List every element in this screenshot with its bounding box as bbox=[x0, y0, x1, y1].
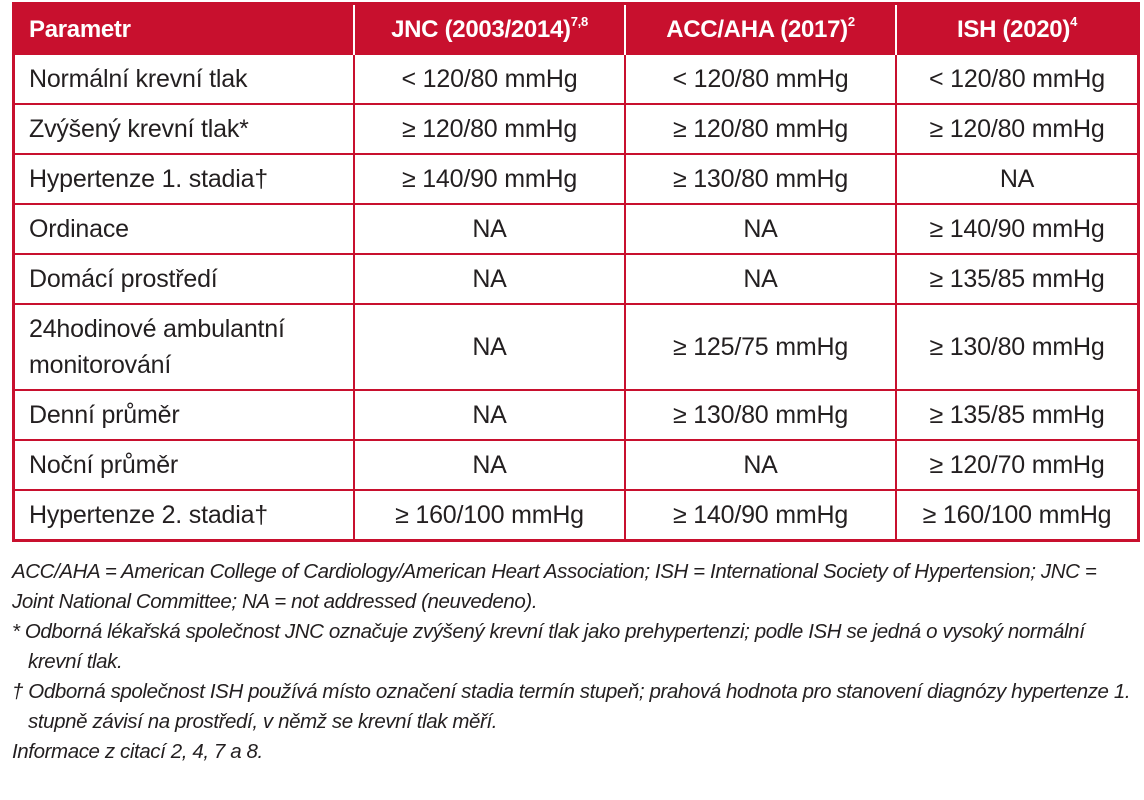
jnc-value: NA bbox=[353, 439, 625, 490]
acc-aha-value: NA bbox=[624, 253, 896, 304]
acc-aha-value: ≥ 140/90 mmHg bbox=[624, 489, 896, 539]
table-footnotes: ACC/AHA = American College of Cardiology… bbox=[12, 557, 1140, 767]
row-label: Normální krevní tlak bbox=[29, 64, 248, 93]
table-row: Hypertenze 2. stadia† ≥ 160/100 mmHg ≥ 1… bbox=[15, 489, 1137, 539]
acc-aha-value: NA bbox=[624, 439, 896, 490]
ish-value: ≥ 120/80 mmHg bbox=[895, 103, 1137, 154]
table-row: 24hodinové ambulantní monitorování NA ≥ … bbox=[15, 303, 1137, 390]
source-note: Informace z citací 2, 4, 7 a 8. bbox=[12, 740, 263, 763]
jnc-value: ≥ 160/100 mmHg bbox=[353, 489, 625, 539]
table-row: Denní průměr NA ≥ 130/80 mmHg ≥ 135/85 m… bbox=[15, 389, 1137, 440]
table-row: Ordinace NA NA ≥ 140/90 mmHg bbox=[15, 203, 1137, 254]
row-label: Zvýšený krevní tlak* bbox=[15, 103, 354, 154]
ish-value: ≥ 140/90 mmHg bbox=[895, 203, 1137, 254]
ish-value: ≥ 135/85 mmHg bbox=[895, 389, 1137, 440]
ish-value: ≥ 130/80 mmHg bbox=[895, 303, 1137, 390]
acc-aha-value: ≥ 130/80 mmHg bbox=[624, 153, 896, 204]
table-header-row: Parametr JNC (2003/2014)7,8 ACC/AHA (201… bbox=[15, 5, 1137, 55]
acc-aha-value: < 120/80 mmHg bbox=[624, 55, 896, 104]
ish-value: < 120/80 mmHg bbox=[895, 55, 1137, 104]
blood-pressure-threshold-table: Parametr JNC (2003/2014)7,8 ACC/AHA (201… bbox=[15, 5, 1137, 539]
table-row: Noční průměr NA NA ≥ 120/70 mmHg bbox=[15, 439, 1137, 490]
blood-pressure-table-frame: Parametr JNC (2003/2014)7,8 ACC/AHA (201… bbox=[12, 2, 1140, 542]
header-ish: ISH (2020)4 bbox=[895, 5, 1137, 55]
header-jnc: JNC (2003/2014)7,8 bbox=[353, 5, 625, 55]
acc-aha-value: NA bbox=[624, 203, 896, 254]
row-label: Noční průměr bbox=[15, 439, 354, 490]
table-row: Domácí prostředí NA NA ≥ 135/85 mmHg bbox=[15, 253, 1137, 304]
table-row: Hypertenze 1. stadia† ≥ 140/90 mmHg ≥ 13… bbox=[15, 153, 1137, 204]
row-label: Hypertenze 1. stadia† bbox=[15, 153, 354, 204]
dagger-footnote: † Odborná společnost ISH používá místo o… bbox=[12, 680, 1131, 733]
table-row: Normální krevní tlak < 120/80 mmHg < 120… bbox=[15, 55, 1137, 104]
acc-aha-value: ≥ 130/80 mmHg bbox=[624, 389, 896, 440]
jnc-value: < 120/80 mmHg bbox=[353, 55, 625, 104]
acc-aha-value: ≥ 125/75 mmHg bbox=[624, 303, 896, 390]
jnc-value: ≥ 140/90 mmHg bbox=[353, 153, 625, 204]
jnc-value: ≥ 120/80 mmHg bbox=[353, 103, 625, 154]
header-parametr: Parametr bbox=[15, 5, 354, 55]
acc-aha-value: ≥ 120/80 mmHg bbox=[624, 103, 896, 154]
row-label: Denní průměr bbox=[15, 389, 354, 440]
ish-value: ≥ 120/70 mmHg bbox=[895, 439, 1137, 490]
header-acc-aha: ACC/AHA (2017)2 bbox=[624, 5, 896, 55]
abbreviations-note: ACC/AHA = American College of Cardiology… bbox=[12, 560, 1097, 613]
jnc-value: NA bbox=[353, 303, 625, 390]
row-label: 24hodinové ambulantní monitorování bbox=[15, 303, 354, 390]
jnc-value: NA bbox=[353, 253, 625, 304]
asterisk-footnote: * Odborná lékařská společnost JNC označu… bbox=[12, 620, 1085, 673]
row-label: Hypertenze 2. stadia† bbox=[15, 489, 354, 539]
ish-value: NA bbox=[895, 153, 1137, 204]
ish-value: ≥ 135/85 mmHg bbox=[895, 253, 1137, 304]
ish-value: ≥ 160/100 mmHg bbox=[895, 489, 1137, 539]
table-row: Zvýšený krevní tlak* ≥ 120/80 mmHg ≥ 120… bbox=[15, 103, 1137, 154]
jnc-value: NA bbox=[353, 203, 625, 254]
row-label: Domácí prostředí bbox=[15, 253, 354, 304]
row-label: Ordinace bbox=[15, 203, 354, 254]
jnc-value: NA bbox=[353, 389, 625, 440]
